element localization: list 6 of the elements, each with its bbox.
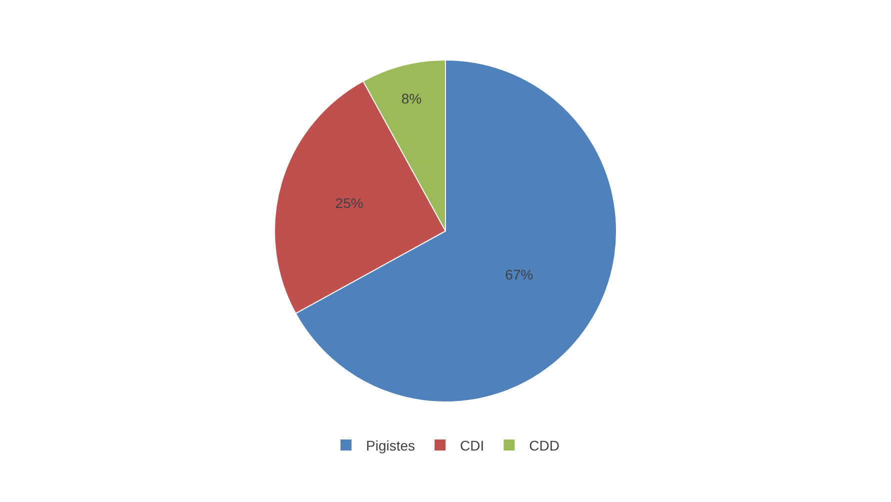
data-label: 25% bbox=[335, 195, 364, 212]
legend-label: Pigistes bbox=[366, 437, 416, 454]
data-label: 67% bbox=[505, 266, 534, 283]
data-label: 8% bbox=[401, 90, 422, 106]
legend-label: CDD bbox=[529, 437, 560, 454]
legend-label: CDI bbox=[460, 437, 484, 454]
